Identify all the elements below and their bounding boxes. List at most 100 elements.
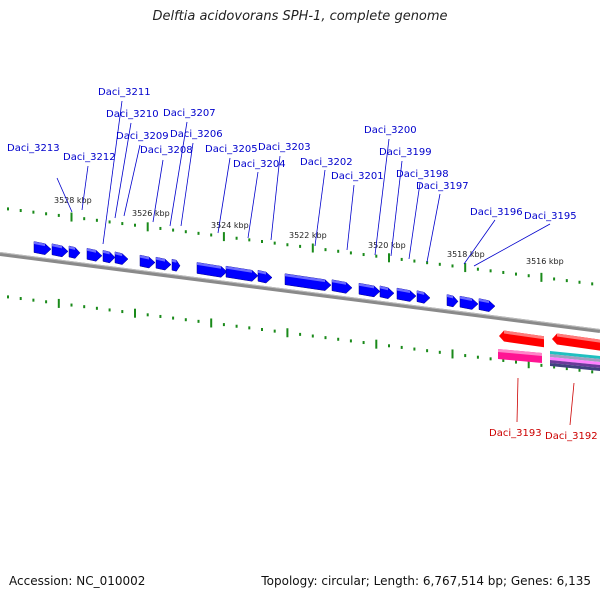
scale-label: 3528 kbp: [54, 196, 92, 205]
forward-gene-highlight: [332, 279, 346, 285]
gene-label: Daci_3208: [140, 145, 193, 156]
lower-scale-minor-tick: [413, 347, 416, 351]
gene-label: Daci_3207: [163, 108, 216, 119]
lower-scale-minor-tick: [515, 360, 517, 364]
lower-scale-minor-tick: [400, 345, 403, 349]
forward-gene-arrow: [284, 273, 332, 291]
map-title: Delftia acidovorans SPH-1, complete geno…: [152, 9, 448, 24]
gene-label: Daci_3197: [416, 181, 469, 192]
forward-gene-highlight: [380, 285, 388, 291]
gene-label-leader: [463, 219, 496, 265]
gene-label: Daci_3206: [170, 129, 223, 140]
gene-label-leader: [102, 100, 123, 245]
lower-scale-minor-tick: [578, 368, 581, 372]
forward-gene-highlight: [460, 296, 472, 301]
forward-gene-highlight: [197, 262, 221, 269]
forward-gene-highlight: [479, 298, 489, 304]
lower-scale-minor-tick: [235, 324, 238, 328]
lower-scale-minor-tick: [362, 341, 365, 345]
upper-scale-minor-tick: [248, 238, 251, 242]
upper-scale-minor-tick: [134, 223, 136, 227]
lower-scale-minor-tick: [248, 326, 251, 330]
lower-scale-minor-tick: [7, 295, 9, 299]
upper-scale-minor-tick: [553, 277, 556, 281]
scale-label: 3518 kbp: [447, 250, 485, 259]
forward-gene-arrow: [225, 265, 259, 282]
lower-scale-minor-tick: [108, 308, 111, 312]
upper-scale-minor-tick: [108, 220, 111, 224]
upper-scale-minor-tick: [121, 222, 124, 226]
upper-scale-minor-tick: [349, 251, 352, 255]
lower-scale-minor-tick: [591, 370, 594, 374]
gene-track: [33, 241, 600, 371]
lower-scale-major-tick: [527, 359, 530, 369]
lower-scale-minor-tick: [489, 357, 492, 361]
gene-label: Daci_3201: [331, 171, 384, 182]
scale-label: 3526 kbp: [132, 209, 170, 218]
gene-label-leader: [81, 165, 89, 211]
upper-scale-minor-tick: [324, 248, 327, 252]
upper-scale-minor-tick: [400, 257, 403, 261]
forward-gene-highlight: [52, 243, 62, 249]
lower-scale-minor-tick: [540, 363, 543, 367]
gene-label: Daci_3204: [233, 159, 286, 170]
forward-gene-highlight: [172, 259, 177, 263]
accession-text: Accession: NC_010002: [9, 574, 146, 588]
upper-scale-minor-tick: [159, 226, 162, 230]
upper-scale-minor-tick: [210, 233, 213, 237]
lower-scale-minor-tick: [32, 298, 35, 302]
genome-backbone: [0, 252, 600, 333]
upper-scale-major-tick: [146, 222, 149, 232]
gene-label-leader: [569, 382, 575, 426]
upper-scale-minor-tick: [184, 230, 187, 234]
scale-ticks-lower: [7, 295, 594, 374]
feature-band: [550, 363, 600, 371]
reverse-gene-arrow-highlight: [504, 330, 544, 340]
lower-scale-minor-tick: [70, 303, 73, 307]
gene-label-leader: [180, 142, 194, 227]
forward-gene-highlight: [103, 250, 110, 255]
gene-label: Daci_3200: [364, 125, 417, 136]
lower-scale-minor-tick: [45, 300, 48, 304]
upper-scale-minor-tick: [7, 207, 9, 211]
lower-scale-minor-tick: [388, 344, 390, 348]
lower-scale-minor-tick: [311, 334, 314, 338]
forward-gene-highlight: [285, 273, 325, 283]
upper-scale-minor-tick: [515, 272, 517, 276]
upper-scale-minor-tick: [19, 209, 22, 213]
upper-scale-minor-tick: [489, 269, 492, 273]
gene-label: Daci_3192: [545, 431, 598, 442]
reverse-gene-arrow-highlight: [557, 333, 600, 343]
gene-label-leader: [473, 223, 551, 267]
gene-label-leader: [374, 138, 390, 256]
gene-label: Daci_3209: [116, 131, 169, 142]
scale-ticks-upper: [7, 207, 594, 286]
upper-scale-minor-tick: [172, 228, 175, 232]
gene-label: Daci_3198: [396, 169, 449, 180]
forward-gene-highlight: [156, 257, 165, 262]
lower-scale-minor-tick: [83, 305, 86, 309]
lower-scale-minor-tick: [261, 327, 263, 331]
upper-scale-minor-tick: [83, 217, 86, 221]
gene-label-leader: [408, 182, 421, 260]
upper-scale-minor-tick: [32, 210, 35, 214]
upper-scale-minor-tick: [337, 249, 340, 253]
lower-scale-major-tick: [375, 339, 378, 349]
feature-band: [550, 351, 600, 359]
lower-scale-minor-tick: [349, 339, 352, 343]
forward-gene-highlight: [34, 241, 45, 247]
forward-gene-highlight: [87, 248, 96, 253]
lower-scale-major-tick: [134, 308, 136, 318]
lower-scale-minor-tick: [273, 329, 276, 333]
gene-label-leader: [516, 377, 519, 423]
upper-scale-minor-tick: [197, 231, 200, 235]
lower-scale-minor-tick: [172, 316, 175, 320]
upper-scale-minor-tick: [502, 270, 505, 274]
forward-gene-highlight: [417, 290, 425, 295]
upper-scale-minor-tick: [299, 244, 302, 248]
scale-label: 3524 kbp: [211, 221, 249, 230]
lower-scale-minor-tick: [184, 318, 187, 322]
lower-scale-major-tick: [286, 328, 289, 338]
reverse-gene-block-highlight: [498, 349, 542, 356]
